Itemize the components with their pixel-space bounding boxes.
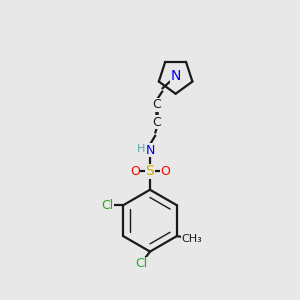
Text: O: O: [130, 165, 140, 178]
Text: O: O: [160, 165, 170, 178]
Text: CH₃: CH₃: [182, 234, 202, 244]
Text: C: C: [153, 116, 161, 129]
Text: N: N: [145, 144, 155, 157]
Text: Cl: Cl: [101, 199, 113, 212]
Text: Cl: Cl: [135, 257, 147, 271]
Text: S: S: [146, 164, 154, 178]
Text: H: H: [136, 144, 145, 154]
Text: N: N: [170, 69, 181, 83]
Text: C: C: [153, 98, 161, 111]
